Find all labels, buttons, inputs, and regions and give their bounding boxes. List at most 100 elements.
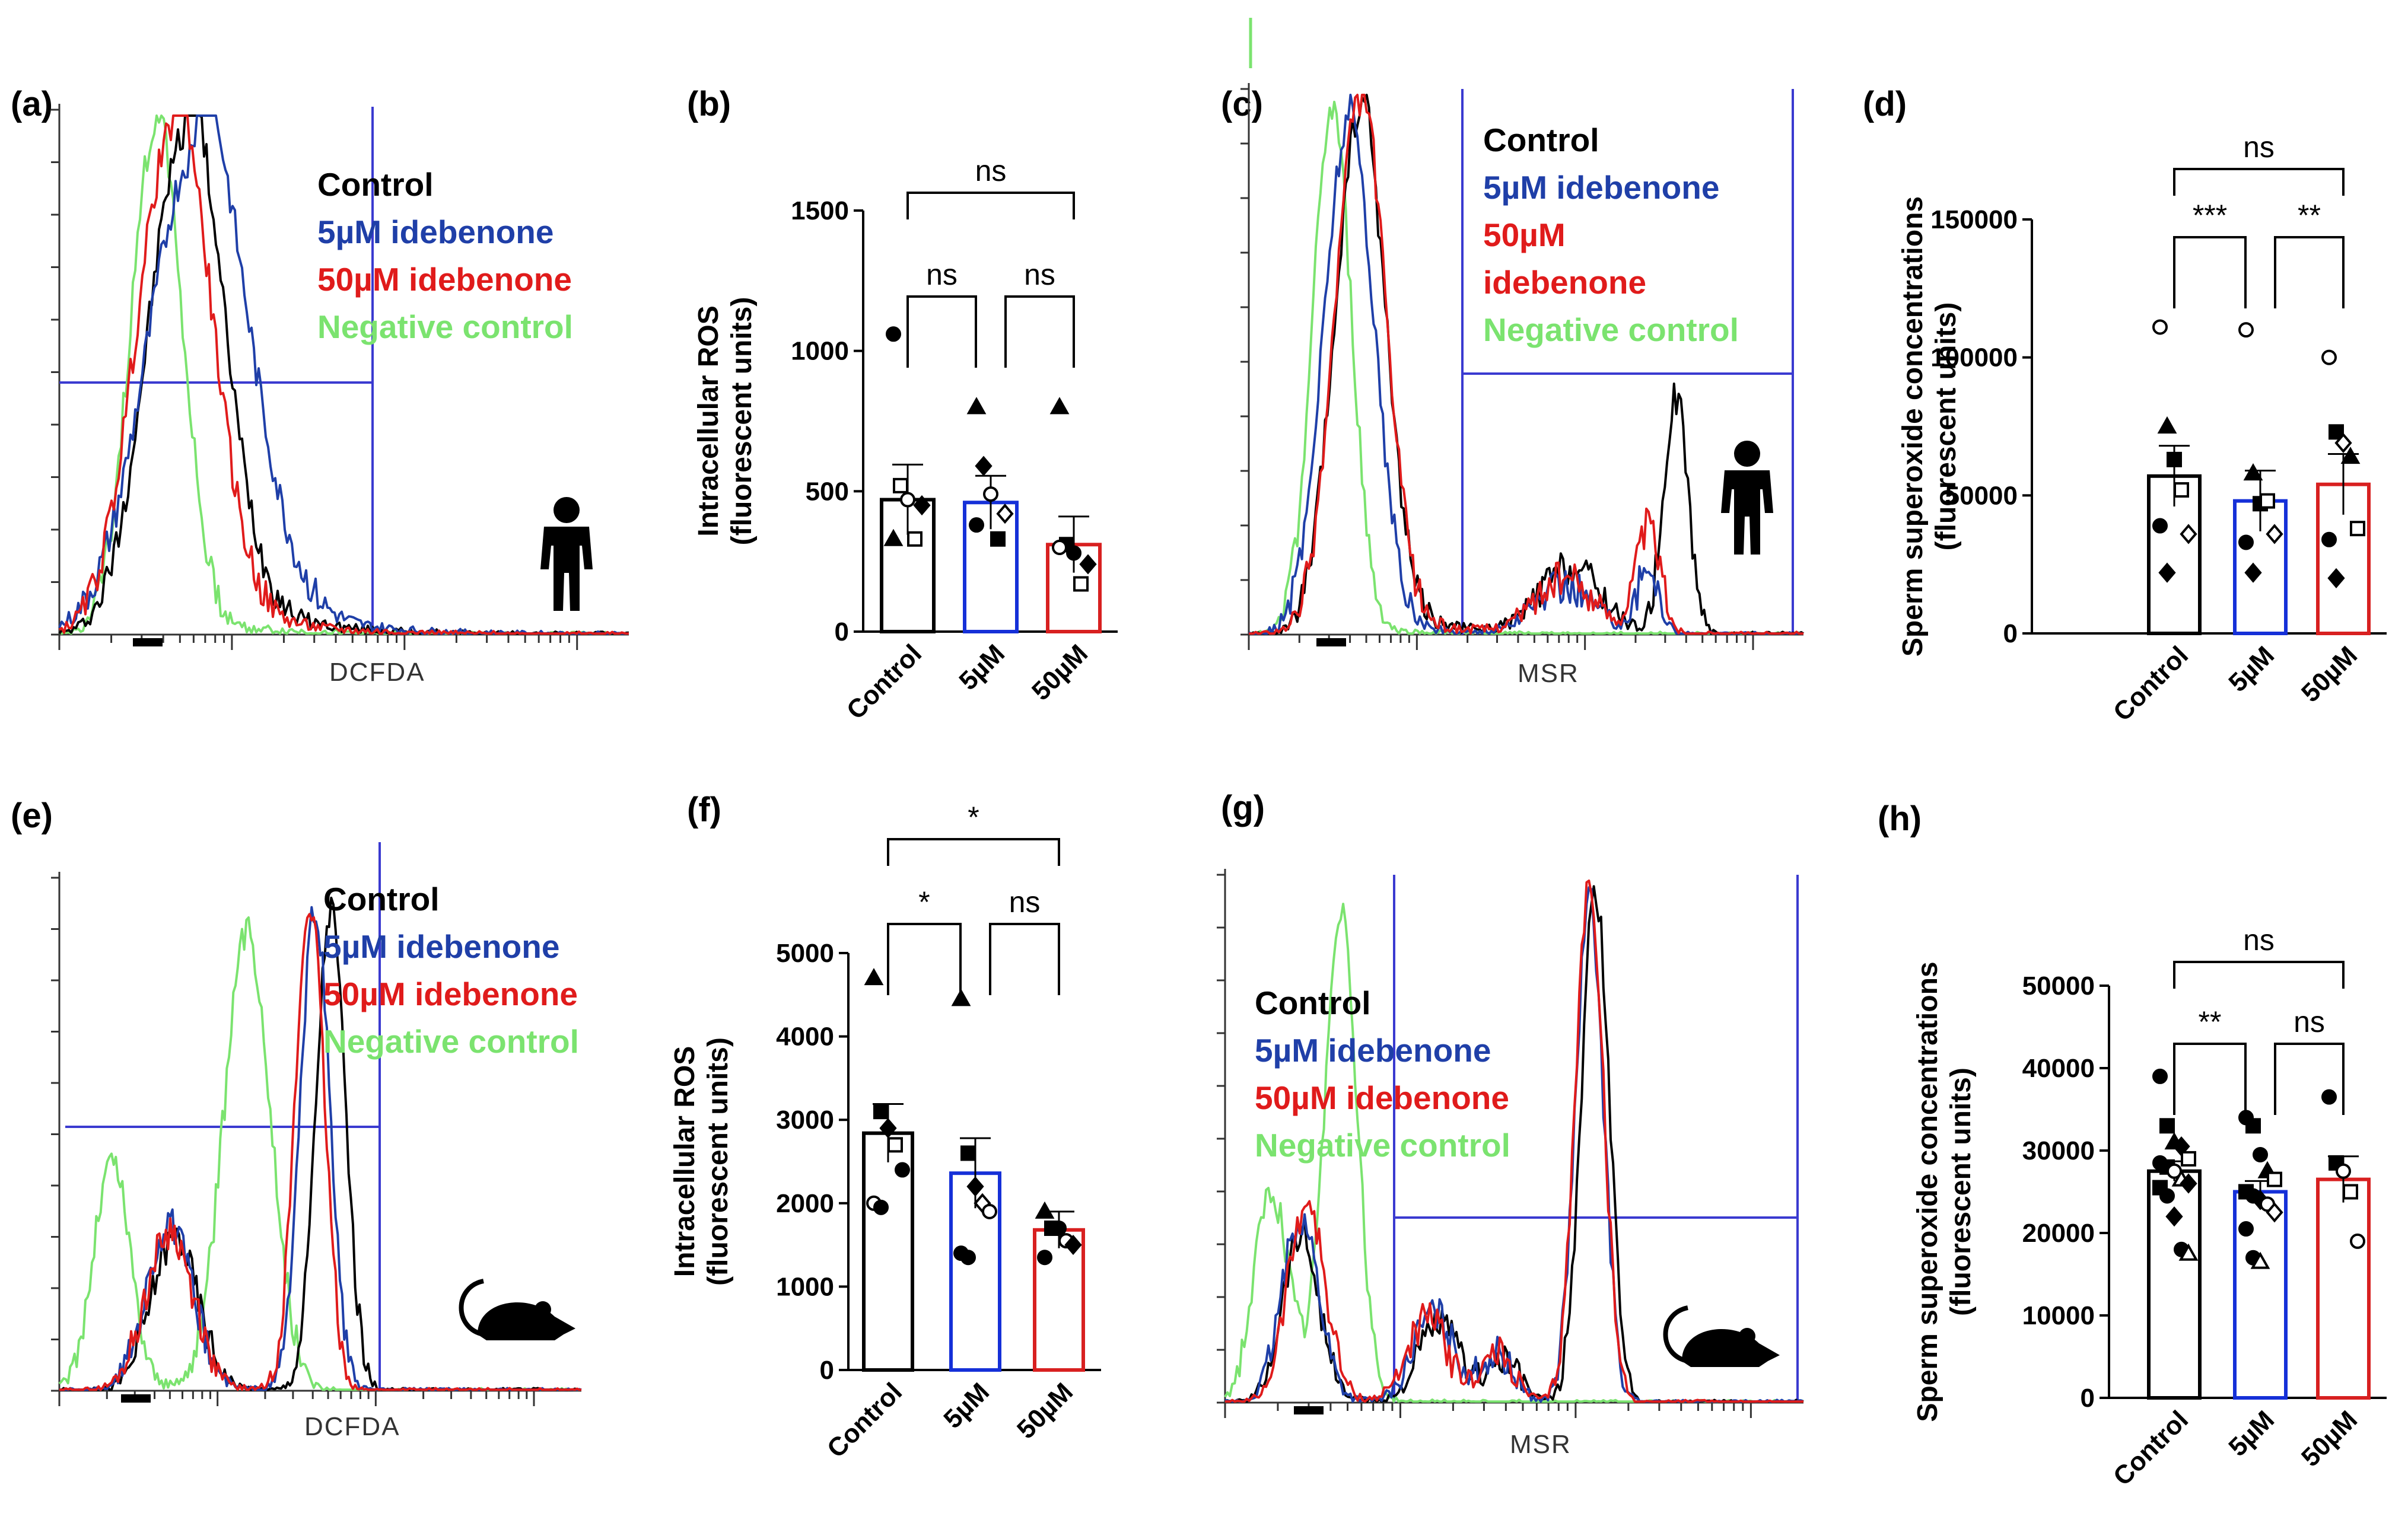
person-icon-head [554, 497, 580, 523]
y-tick-label: 3000 [776, 1105, 834, 1135]
person-icon-head [1734, 441, 1760, 467]
data-point-diamond [2244, 562, 2262, 583]
category-label: 5µM [953, 639, 1010, 696]
data-point-circle [1037, 1250, 1052, 1266]
significance-label: ns [2294, 1005, 2325, 1038]
data-point-square [2343, 1184, 2358, 1200]
panel-f-bar-chart: (f) Intracellular ROS (fluorescent units) 0… [669, 791, 1101, 1464]
data-point-square [2174, 482, 2189, 498]
data-point-square [2245, 1118, 2261, 1134]
significance-bracket [2173, 961, 2345, 989]
data-point-diamond [996, 504, 1014, 524]
significance-label: ** [2298, 199, 2321, 232]
significance-bracket [887, 838, 1060, 866]
bar-50um [2316, 1177, 2371, 1400]
y-axis-title-line: Sperm superoxide concentrations [1912, 961, 1943, 1422]
data-point-circle [900, 492, 915, 508]
data-point-square [907, 531, 923, 547]
data-point-diamond [2158, 562, 2176, 583]
data-point-triangle [864, 968, 884, 986]
y-tick-label: 150000 [1930, 205, 2018, 234]
significance-label: * [918, 885, 930, 919]
y-tick-label: 10000 [2022, 1301, 2095, 1330]
histogram-line-50um [1224, 880, 1804, 1403]
legend-entry: Control [1255, 984, 1371, 1021]
data-point-triangle [883, 528, 904, 546]
category-label: 5µM [938, 1377, 995, 1434]
data-point-circle [886, 326, 901, 342]
data-point-triangle [2340, 447, 2361, 464]
y-tick-label: 4000 [776, 1022, 834, 1052]
category-label: Control [841, 639, 927, 725]
y-axis-title-line: (fluorescent units) [726, 297, 758, 546]
data-point-circle [2238, 534, 2254, 550]
category-label: 50µM [1026, 639, 1093, 706]
data-point-circle [983, 486, 998, 502]
data-point-triangle [966, 397, 987, 415]
data-point-circle [2152, 518, 2168, 534]
panel-d-bar-chart: (d) Sperm superoxide concentrations (fluor… [1863, 85, 2387, 727]
significance-label: ns [1009, 885, 1041, 919]
category-label-group: Control [2108, 641, 2194, 727]
significance-label: ** [2199, 1005, 2222, 1038]
y-tick-label: 1000 [776, 1272, 834, 1301]
y-tick-label: 0 [820, 1356, 834, 1385]
data-point-triangle [951, 989, 971, 1006]
data-point-square [990, 531, 1006, 547]
category-label: 5µM [2223, 641, 2280, 697]
legend-entry: 5µM idebenone [1255, 1032, 1491, 1069]
category-label: Control [2108, 1405, 2194, 1491]
y-axis-title-line: (fluorescent units) [1945, 1068, 1977, 1316]
legend-entry: 50µM idebenone [323, 976, 578, 1012]
category-label-group: 5µM [2223, 1405, 2280, 1462]
category-label-group: Control [2108, 1405, 2194, 1491]
data-point-square [1073, 576, 1089, 592]
data-point-circle [969, 517, 984, 533]
mouse-icon-ear [1739, 1328, 1755, 1344]
data-point-square [2267, 1171, 2282, 1187]
panel-label: (e) [11, 796, 53, 835]
x-axis-label: DCFDA [329, 658, 425, 687]
y-tick-label: 20000 [2022, 1219, 2095, 1248]
y-axis-title: Intracellular ROS (fluorescent units) [693, 297, 758, 546]
data-point-circle [873, 1199, 889, 1215]
category-label: 50µM [2296, 641, 2363, 708]
bar-control [2147, 1169, 2202, 1400]
significance-label: ns [2243, 923, 2275, 957]
legend-entry: 5µM idebenone [1483, 169, 1719, 206]
data-point-triangle [2178, 1243, 2199, 1261]
legend-entry: Negative control [1255, 1127, 1510, 1164]
data-point-circle [2238, 1221, 2254, 1237]
mouse-icon-body [478, 1302, 575, 1340]
category-label-group: Control [822, 1377, 908, 1463]
data-point-circle [1051, 1220, 1067, 1236]
y-tick-label: 100000 [1930, 343, 2018, 372]
category-label-group: Control [841, 639, 927, 725]
data-point-diamond [913, 495, 931, 516]
category-label: Control [2108, 641, 2194, 727]
data-point-circle [1052, 540, 1067, 555]
y-tick-label: 50000 [2022, 971, 2095, 1001]
y-tick-label: 1500 [791, 196, 849, 225]
y-axis-title-line: Intracellular ROS [693, 305, 724, 536]
data-point-square [2350, 521, 2365, 537]
histogram-line-50um [58, 114, 629, 635]
category-label-group: 50µM [2296, 1405, 2363, 1472]
legend-entry: Control [323, 881, 440, 917]
data-point-square [2159, 1118, 2175, 1134]
data-point-circle [2159, 1188, 2175, 1204]
category-label-group: 5µM [953, 639, 1010, 696]
person-icon-body [1721, 470, 1773, 555]
mouse-icon [459, 1279, 575, 1340]
panel-label: (c) [1221, 85, 1263, 123]
category-label-group: 50µM [1011, 1377, 1079, 1444]
x-axis-label: MSR [1518, 659, 1579, 688]
significance-bracket [2173, 236, 2247, 308]
y-axis-title-line: Intracellular ROS [669, 1046, 701, 1277]
panel-label: (h) [1878, 799, 1922, 838]
y-tick-label: 1000 [791, 337, 849, 366]
data-point-circle [1066, 545, 1081, 561]
x-axis-label: DCFDA [304, 1412, 400, 1441]
legend-entry: 50µM idebenone [317, 261, 572, 298]
axis-marker [1294, 1406, 1324, 1414]
